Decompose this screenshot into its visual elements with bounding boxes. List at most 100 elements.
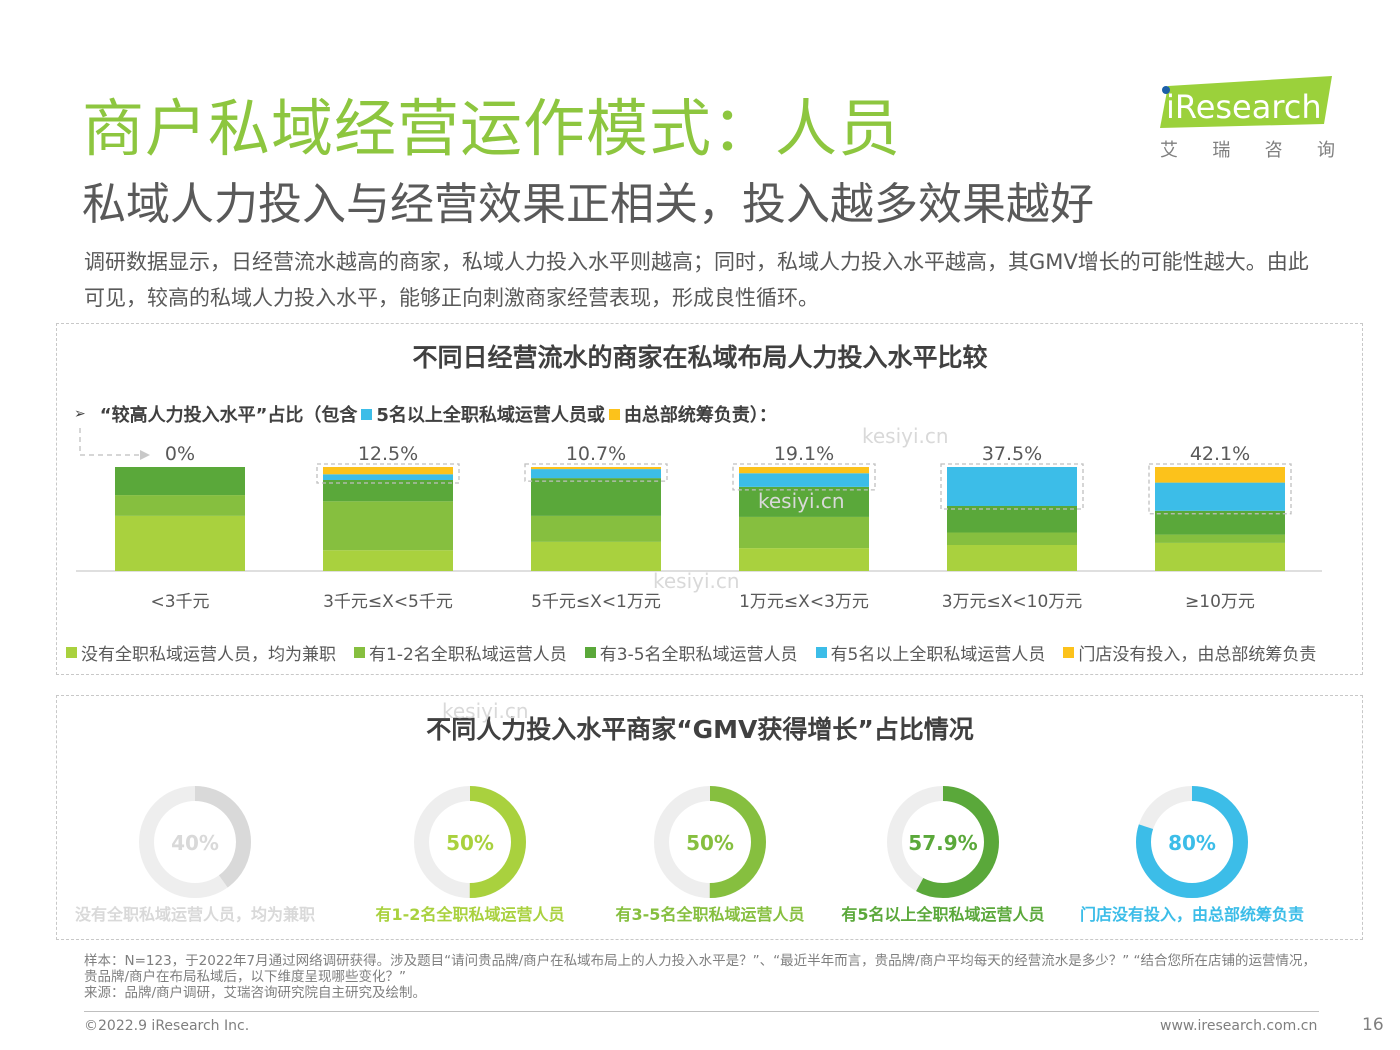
bar-segment <box>115 495 245 516</box>
legend-label: 门店没有投入，由总部统筹负责 <box>1078 645 1317 665</box>
bar-segment <box>115 515 245 571</box>
bar-segment <box>739 516 869 549</box>
bar-segment <box>1155 510 1285 535</box>
source-line: 来源：品牌/商户调研，艾瑞咨询研究院自主研究及绘制。 <box>84 985 427 1001</box>
donut-category-label: 有3-5名全职私域运营人员 <box>616 905 805 924</box>
bar-segment <box>947 545 1077 571</box>
legend-label: 没有全职私域运营人员，均为兼职 <box>81 645 336 665</box>
donut-value-label: 57.9% <box>908 831 977 855</box>
legend-label: 有1-2名全职私域运营人员 <box>369 645 567 665</box>
bar-segment <box>947 532 1077 545</box>
share-annotation-item2: 由总部统筹负责）： <box>623 405 777 426</box>
intro-paragraph: 调研数据显示，日经营流水越高的商家，私域人力投入水平则越高；同时，私域人力投入水… <box>84 250 1309 310</box>
bar-segment <box>1155 482 1285 511</box>
legend-item: 有3-5名全职私域运营人员 <box>584 640 798 665</box>
bar-segment <box>531 541 661 571</box>
share-label: 19.1% <box>774 443 834 465</box>
category-label: ≥10万元 <box>1185 592 1255 612</box>
legend-label: 有3-5名全职私域运营人员 <box>599 645 798 665</box>
share-label: 10.7% <box>566 443 626 465</box>
share-annotation-prefix: “较高人力投入水平”占比（包含 <box>99 405 358 426</box>
share-label: 37.5% <box>982 443 1042 465</box>
arrow-icon <box>140 450 150 460</box>
bar-segment <box>739 473 869 487</box>
bar-segment <box>739 486 869 517</box>
share-label: 0% <box>165 443 195 465</box>
donut-value-label: 50% <box>446 831 494 855</box>
highlight-box <box>524 463 668 482</box>
bar-segment <box>739 467 869 474</box>
category-label: 3千元≤X<5千元 <box>323 592 453 612</box>
bar-segment <box>323 480 453 502</box>
category-label: <3千元 <box>150 592 209 612</box>
donut-category-label: 有1-2名全职私域运营人员 <box>376 905 565 924</box>
donut-arc <box>654 786 766 898</box>
donut-value-label: 40% <box>171 831 219 855</box>
donut-value-label: 50% <box>686 831 734 855</box>
bar-segment <box>1155 534 1285 543</box>
donut-category-label: 门店没有投入，由总部统筹负责 <box>1080 905 1304 924</box>
legend-item: 门店没有投入，由总部统筹负责 <box>1063 640 1316 665</box>
donut-chart-title: 不同人力投入水平商家“GMV获得增长”占比情况 <box>426 715 974 744</box>
bar-segment <box>1155 542 1285 571</box>
bar-segment <box>323 467 453 475</box>
share-annotation: ➢ “较高人力投入水平”占比（包含 5名以上全职私域运营人员或 由总部统筹负责）… <box>74 401 777 427</box>
bar-segment <box>323 501 453 551</box>
donut-category-label: 没有全职私域运营人员，均为兼职 <box>75 905 315 924</box>
legend-item: 有1-2名全职私域运营人员 <box>354 640 567 665</box>
legend-item: 没有全职私域运营人员，均为兼职 <box>66 640 336 665</box>
bar-segment <box>947 506 1077 533</box>
legend-label: 有5名以上全职私域运营人员 <box>830 645 1046 665</box>
logo-char: 咨 <box>1264 140 1283 161</box>
copyright: ©2022.9 iResearch Inc. <box>84 1018 250 1034</box>
category-label: 5千元≤X<1万元 <box>531 592 661 612</box>
page-number: 16 <box>1362 1015 1384 1035</box>
share-annotation-item1: 5名以上全职私域运营人员或 <box>376 405 605 426</box>
arrow-bullet-icon: ➢ <box>74 406 86 422</box>
iresearch-logo: iResearch <box>1150 74 1350 164</box>
legend-swatch <box>354 647 365 658</box>
bar-segment <box>115 467 245 496</box>
sample-note: 样本：N=123，于2022年7月通过网络调研获得。涉及题目“请问贵品牌/商户在… <box>84 953 1316 985</box>
annotation-connector <box>79 428 140 456</box>
bar-chart-title: 不同日经营流水的商家在私域布局人力投入水平比较 <box>412 343 988 372</box>
highlight-box <box>732 463 876 491</box>
donut-arc <box>1136 786 1248 898</box>
source-notes: 样本：N=123，于2022年7月通过网络调研获得。涉及题目“请问贵品牌/商户在… <box>84 953 1324 1001</box>
bar-segment <box>739 548 869 571</box>
donut-category-label: 有5名以上全职私域运营人员 <box>841 905 1044 924</box>
footer-divider <box>84 1011 1319 1012</box>
highlight-box <box>316 463 460 484</box>
bar-chart-panel <box>56 323 1363 675</box>
page-subtitle: 私域人力投入与经营效果正相关，投入越多效果越好 <box>82 179 1094 230</box>
legend-swatch <box>1063 647 1075 658</box>
category-label: 3万元≤X<10万元 <box>942 592 1083 612</box>
bar-segment <box>947 467 1077 506</box>
bar-segment <box>531 515 661 542</box>
donut-arc <box>139 786 251 898</box>
highlight-box <box>1148 463 1292 515</box>
legend-item: 有5名以上全职私域运营人员 <box>815 640 1046 665</box>
page-title: 商户私域经营运作模式：人员 <box>82 92 902 165</box>
legend-swatch <box>584 647 596 658</box>
category-label: 1万元≤X<3万元 <box>739 592 869 612</box>
legend-swatch <box>66 647 77 658</box>
donut-chart-panel <box>56 695 1363 940</box>
bar-segment <box>531 467 661 470</box>
logo-char: 询 <box>1316 140 1335 161</box>
logo-brand-text: iResearch <box>1166 88 1322 126</box>
legend-swatch-hq <box>608 408 620 420</box>
donut-arc <box>887 786 999 898</box>
bar-segment <box>531 469 661 479</box>
logo-char: 艾 <box>1160 140 1178 161</box>
logo-char: 瑞 <box>1212 140 1231 161</box>
bar-segment <box>323 474 453 480</box>
website-link[interactable]: www.iresearch.com.cn <box>1160 1018 1318 1034</box>
bar-segment <box>531 478 661 516</box>
bar-chart-legend: 没有全职私域运营人员，均为兼职 有1-2名全职私域运营人员 有3-5名全职私域运… <box>66 640 1316 665</box>
bar-segment <box>323 550 453 571</box>
donut-value-label: 80% <box>1168 831 1216 855</box>
bar-segment <box>1155 467 1285 483</box>
